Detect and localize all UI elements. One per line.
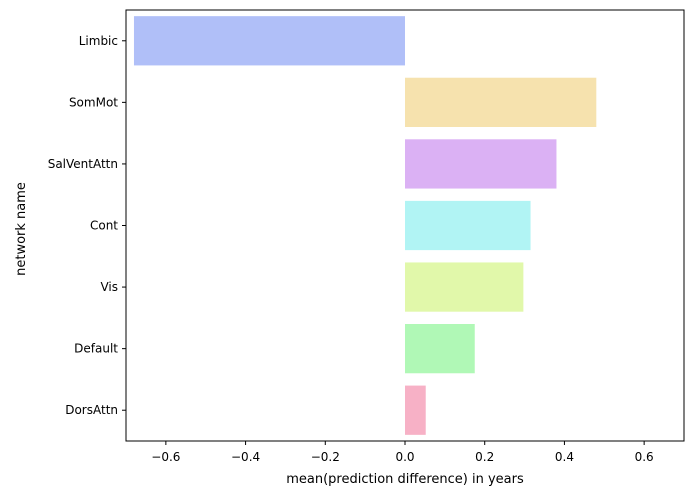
y-axis-label: network name	[14, 182, 29, 276]
y-tick-label-vis: Vis	[100, 280, 118, 294]
axes-group: −0.6 −0.4 −0.2 0.0 0.2 0.4 0.6 Limbic SomMot SalV…	[48, 9, 685, 464]
x-tick-label: 0.6	[635, 450, 654, 464]
x-tick-label: 0.0	[395, 450, 414, 464]
x-tick-label: −0.2	[311, 450, 340, 464]
x-tick-label: 0.4	[555, 450, 574, 464]
x-tick-label: −0.6	[151, 450, 180, 464]
y-tick-label-salventattn: SalVentAttn	[48, 157, 118, 171]
y-tick-label-dorsattn: DorsAttn	[65, 403, 118, 417]
y-tick-label-sommot: SomMot	[69, 95, 118, 109]
bar-vis	[405, 262, 524, 312]
x-axis-label: mean(prediction difference) in years	[286, 472, 524, 487]
bar-cont	[405, 200, 531, 251]
x-tick-label: −0.4	[231, 450, 260, 464]
y-tick-label-default: Default	[74, 342, 118, 356]
y-tick-label-limbic: Limbic	[79, 34, 118, 48]
bar-default	[405, 324, 475, 374]
x-tick-label: 0.2	[475, 450, 494, 464]
bar-dorsattn	[405, 385, 426, 435]
bar-sommot	[405, 77, 597, 127]
bar-salventattn	[405, 139, 557, 189]
bars-group	[133, 16, 597, 435]
y-tick-label-cont: Cont	[90, 219, 118, 233]
bar-limbic	[133, 16, 405, 66]
